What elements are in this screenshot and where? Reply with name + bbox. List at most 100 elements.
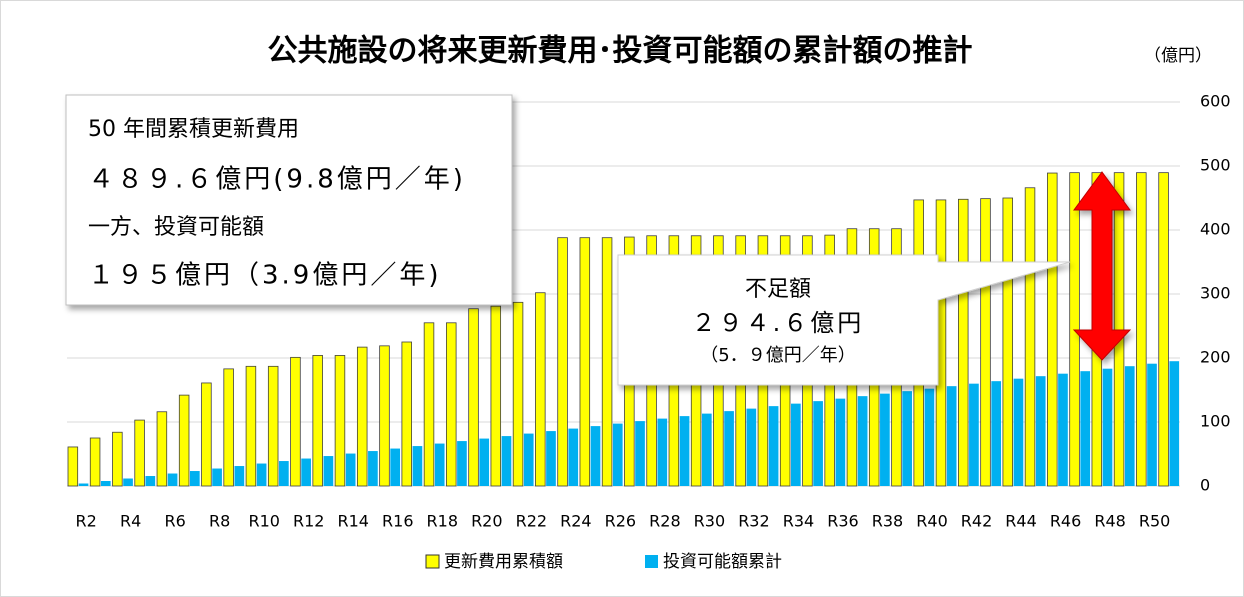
bar <box>356 346 368 487</box>
x-tick-label: R32 <box>738 512 769 531</box>
annotation: ４８９.６億円(9.8億円／年) <box>88 165 466 195</box>
bar <box>958 198 969 487</box>
bar <box>1047 172 1058 487</box>
bar <box>479 438 490 486</box>
bar <box>89 437 101 487</box>
bar <box>134 419 145 487</box>
bar <box>1102 368 1113 486</box>
x-tick-label: R36 <box>827 512 858 531</box>
bar <box>334 355 346 487</box>
annotation: ２９４.６億円 <box>692 309 865 337</box>
bar <box>345 453 356 486</box>
bar <box>857 396 868 486</box>
legend-label: 更新費用累積額 <box>444 552 563 572</box>
bar <box>924 388 935 486</box>
y-tick-label: 400 <box>1200 220 1231 239</box>
x-tick-label: R42 <box>961 512 992 531</box>
bar <box>323 456 334 486</box>
x-tick-label: R30 <box>694 512 725 531</box>
bar <box>946 386 957 486</box>
bar <box>991 381 1002 486</box>
bar <box>635 421 645 486</box>
bar <box>434 443 445 486</box>
bar <box>1158 172 1169 487</box>
bar <box>78 483 89 486</box>
bar <box>579 237 591 487</box>
x-tick-label: R40 <box>916 512 947 531</box>
bar <box>112 431 123 487</box>
bar <box>423 322 435 487</box>
x-tick-label: R22 <box>516 512 547 531</box>
bar <box>501 436 512 486</box>
bar <box>1069 172 1080 487</box>
x-tick-label: R20 <box>471 512 502 531</box>
bar <box>446 322 457 487</box>
y-tick-label: 200 <box>1200 348 1231 367</box>
bar <box>312 355 323 487</box>
bar <box>1013 378 1024 486</box>
bar <box>167 473 178 486</box>
x-tick-label: R34 <box>783 512 814 531</box>
bar <box>791 403 801 486</box>
bar <box>290 356 301 487</box>
bar <box>457 441 467 486</box>
bar <box>178 394 190 487</box>
bar <box>401 341 412 487</box>
bar <box>67 446 79 487</box>
bar <box>368 451 378 486</box>
bar <box>256 463 267 486</box>
summary-box: 50 年間累積更新費用 ４８９.６億円(9.8億円／年) 一方、投資可能額 １９… <box>65 94 513 306</box>
annotation: 50 年間累積更新費用 <box>88 117 299 142</box>
bar <box>835 398 846 486</box>
x-tick-label: R2 <box>75 512 96 531</box>
x-tick-label: R28 <box>649 512 680 531</box>
bar <box>1035 376 1046 486</box>
x-tick-label: R18 <box>427 512 458 531</box>
bar <box>279 461 289 486</box>
annotation: １９５億円（3.9億円／年) <box>88 261 442 291</box>
bar <box>123 478 133 486</box>
bar <box>679 416 690 486</box>
bar <box>223 368 234 487</box>
x-tick-label: R16 <box>382 512 413 531</box>
legend-swatch <box>645 555 658 568</box>
bar <box>468 308 479 487</box>
bar <box>902 391 912 486</box>
bar <box>612 423 623 486</box>
x-tick-label: R8 <box>209 512 230 531</box>
bar <box>145 476 156 486</box>
bar <box>212 468 222 486</box>
y-tick-label: 500 <box>1200 156 1231 175</box>
bar <box>1113 172 1125 487</box>
y-tick-label: 100 <box>1200 412 1231 431</box>
bar <box>813 401 823 486</box>
bar <box>768 406 779 486</box>
bar <box>267 365 279 487</box>
x-tick-label: R10 <box>248 512 279 531</box>
bar <box>201 382 212 487</box>
x-tick-label: R50 <box>1139 512 1170 531</box>
bar <box>880 393 890 486</box>
annotation: 不足額 <box>745 277 811 302</box>
bar <box>1024 187 1036 487</box>
bar <box>1169 361 1180 486</box>
bar <box>568 428 579 486</box>
gap-arrow <box>1072 171 1132 361</box>
bar <box>746 408 757 486</box>
bar <box>512 301 524 487</box>
shortfall-callout: 不足額 ２９４.６億円 （5．９億円／年） <box>617 254 1071 386</box>
annotation: （5．９億円／年） <box>700 345 855 366</box>
bar <box>412 446 423 486</box>
unit-label: （億円） <box>1144 46 1212 66</box>
bar <box>657 418 668 486</box>
legend-swatch <box>425 554 440 569</box>
bar <box>1058 373 1068 486</box>
bar <box>490 305 502 487</box>
bar <box>390 448 401 486</box>
bar <box>100 481 111 486</box>
bar <box>1080 371 1091 486</box>
bar <box>245 365 257 487</box>
bar <box>523 433 534 486</box>
x-tick-label: R6 <box>165 512 186 531</box>
